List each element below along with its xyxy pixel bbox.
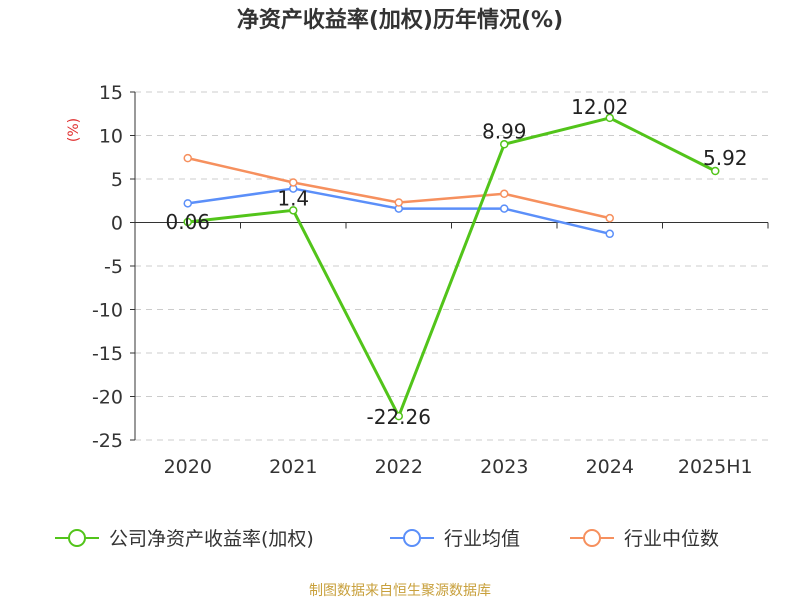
data-point (183, 199, 192, 208)
data-point (605, 213, 614, 223)
x-tick-label: 2020 (164, 456, 212, 478)
y-tick-label: -15 (92, 343, 123, 365)
data-point (605, 113, 614, 123)
x-tick-label: 2024 (586, 456, 634, 478)
y-tick-label: -10 (92, 300, 123, 322)
data-point (500, 204, 509, 213)
data-point (605, 229, 614, 239)
series-line (187, 116, 716, 418)
y-tick-label: -5 (104, 256, 123, 278)
legend-marker (583, 529, 601, 547)
data-point (711, 166, 720, 176)
y-tick-label: 0 (111, 213, 123, 235)
y-tick-label: 5 (111, 169, 123, 191)
data-point (500, 189, 509, 199)
data-label: 8.99 (482, 119, 527, 143)
data-point (183, 217, 192, 227)
legend-label: 公司净资产收益率(加权) (109, 528, 314, 550)
data-point (394, 198, 403, 207)
data-label: 5.92 (703, 146, 748, 170)
data-point (289, 206, 298, 215)
legend: 公司净资产收益率(加权) 行业均值 行业中位数 (55, 528, 719, 550)
data-point (183, 153, 192, 163)
axes: 15 10 5 0 -5 -10 -15 -20 -25 2020 2021 2022 2023 2024… (92, 82, 769, 478)
data-label: 1.4 (277, 186, 309, 210)
series-layer: 0.06 1.4 -22.26 8.99 12.02 5.92 (165, 95, 747, 429)
data-source-note: 制图数据来自恒生聚源数据库 (309, 583, 491, 599)
y-axis-label: (%) (66, 118, 82, 142)
data-label: -22.26 (367, 405, 431, 429)
y-tick-label: 10 (99, 126, 123, 148)
data-label: 12.02 (571, 95, 628, 119)
legend-marker (68, 529, 86, 547)
data-point (500, 140, 509, 149)
legend-label: 行业中位数 (624, 528, 719, 550)
data-point (394, 411, 403, 421)
y-tick-label: -25 (92, 430, 123, 452)
x-tick-label: 2021 (269, 456, 317, 478)
x-tick-label: 2025H1 (678, 456, 753, 478)
legend-label: 行业均值 (444, 528, 520, 550)
chart-title: 净资产收益率(加权)历年情况(%) (236, 8, 564, 33)
y-tick-label: -20 (92, 387, 123, 409)
data-label: 0.06 (165, 210, 210, 234)
y-tick-label: 15 (99, 82, 123, 104)
x-tick-label: 2023 (480, 456, 528, 478)
x-tick-label: 2022 (375, 456, 423, 478)
data-point (289, 178, 298, 187)
legend-marker (403, 529, 421, 547)
grid-lines (135, 91, 768, 441)
